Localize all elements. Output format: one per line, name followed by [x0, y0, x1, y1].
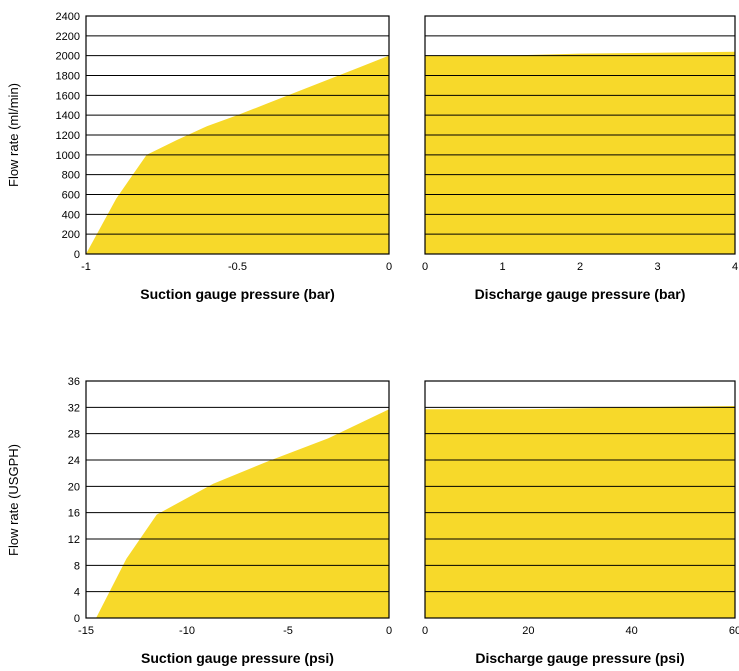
x-tick-label: -0.5 [228, 261, 247, 273]
y-tick-label: 36 [68, 376, 80, 388]
chart-panel-3: 0 4 8 12 16 20 24 28 32 36 -15 -10 -5 0 Suction gauge … [6, 376, 392, 666]
y-tick-label: 1400 [56, 110, 80, 122]
y-tick-label: 2000 [56, 51, 80, 63]
x-tick-label: -5 [283, 625, 293, 637]
x-tick-label: 60 [729, 625, 739, 637]
y-tick-label: 16 [68, 508, 80, 520]
plot-frame [424, 380, 736, 619]
x-axis-label: Discharge gauge pressure (psi) [475, 650, 684, 666]
y-tick-label: 4 [74, 587, 80, 599]
y-tick-label: 600 [62, 190, 80, 202]
y-tick-label: 1600 [56, 90, 80, 102]
y-tick-label: 28 [68, 429, 80, 441]
y-tick-label: 200 [62, 229, 80, 241]
chart-panel-1: 0 200 400 600 800 1000 1200 1400 1600 1800 2000 220… [6, 11, 392, 302]
y-tick-label: 12 [68, 534, 80, 546]
x-tick-label: 20 [522, 625, 534, 637]
y-tick-label: 400 [62, 209, 80, 221]
y-tick-label: 8 [74, 560, 80, 572]
area-series [425, 406, 735, 618]
y-tick-label: 1200 [56, 130, 80, 142]
x-tick-label: 4 [732, 261, 738, 273]
x-tick-label: 40 [626, 625, 638, 637]
x-tick-label: -1 [81, 261, 91, 273]
plot-frame [85, 380, 390, 619]
y-tick-label: 2200 [56, 31, 80, 43]
y-tick-label: 2400 [56, 11, 80, 23]
y-tick-label: 20 [68, 481, 80, 493]
x-tick-label: 0 [422, 261, 428, 273]
x-axis-label: Suction gauge pressure (bar) [140, 286, 334, 302]
x-tick-label: 0 [386, 261, 392, 273]
y-tick-label: 800 [62, 170, 80, 182]
x-axis-label: Discharge gauge pressure (bar) [475, 286, 686, 302]
y-tick-label: 24 [68, 455, 80, 467]
x-tick-label: -10 [179, 625, 195, 637]
area-series [425, 51, 735, 255]
y-tick-label: 0 [74, 249, 80, 261]
x-tick-label: 1 [499, 261, 505, 273]
y-tick-label: 1800 [56, 71, 80, 83]
y-axis-label: Flow rate (ml/min) [6, 83, 21, 187]
y-tick-label: 1000 [56, 150, 80, 162]
x-tick-label: -15 [78, 625, 94, 637]
plot-frame [85, 15, 390, 255]
area-series [96, 409, 389, 618]
y-axis-label: Flow rate (USGPH) [6, 444, 21, 556]
x-tick-label: 2 [577, 261, 583, 273]
y-tick-label: 32 [68, 402, 80, 414]
chart-panel-2: 0 1 2 3 4 Discharge gauge pressure (bar) [422, 15, 738, 302]
x-tick-label: 0 [422, 625, 428, 637]
x-tick-label: 3 [654, 261, 660, 273]
x-axis-label: Suction gauge pressure (psi) [141, 650, 334, 666]
x-tick-label: 0 [386, 625, 392, 637]
plot-frame [424, 15, 736, 255]
chart-panel-4: 0 20 40 60 Discharge gauge pressure (psi) [422, 380, 739, 666]
y-tick-label: 0 [74, 613, 80, 625]
